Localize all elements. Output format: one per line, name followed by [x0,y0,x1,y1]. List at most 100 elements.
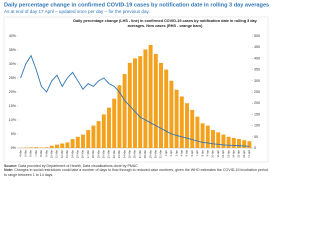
x-tick-label: 22-Mar [112,150,116,158]
bar [44,147,49,148]
x-tick-label: 27-Mar [138,150,142,158]
x-tick-label: 3-Apr [174,150,178,156]
y2-tick-label: 450 [254,45,260,49]
x-tick-label: 28-Mar [143,150,147,158]
x-tick-label: 29-Mar [148,150,152,158]
y-tick-label: 40% [9,34,17,38]
x-tick-label: 4-Apr [179,150,183,156]
x-tick-label: 24-Mar [122,150,126,158]
bar [81,134,85,148]
note-line: Note: Changes in social restrictions cou… [4,168,268,177]
y2-tick-label: 500 [254,34,260,38]
y2-tick-label: 150 [254,112,260,116]
page-title: Daily percentage change in confirmed COV… [4,2,269,8]
bar [96,121,101,148]
bar [138,56,143,148]
bar [231,137,236,148]
bar [179,96,184,148]
x-tick-label: 17-Mar [86,150,90,158]
bar [75,136,80,148]
bar [190,109,195,148]
x-tick-label: 18-Mar [91,150,95,158]
x-tick-label: 7-Mar [34,150,38,157]
x-tick-label: 6-Apr [190,150,194,156]
bar [237,139,241,148]
x-tick-label: 14-Mar [70,150,74,158]
bar [221,134,226,148]
bar [29,147,33,148]
x-tick-label: 15-Apr [237,150,241,158]
bar [164,69,169,148]
bar [174,89,179,148]
x-tick-label: 16-Mar [81,150,85,158]
bar [133,58,137,148]
y-tick-label: 30% [9,62,17,66]
bar [49,145,54,148]
x-tick-label: 13-Apr [226,150,230,158]
x-tick-label: 10-Apr [211,150,215,158]
x-tick-label: 2-Apr [169,150,173,156]
bar [117,85,122,148]
x-tick-label: 8-Mar [39,150,43,157]
y2-tick-label: 100 [254,124,260,128]
bar [153,53,158,148]
y-tick-label: 0% [11,146,17,150]
x-tick-label: 5-Apr [185,150,189,156]
bar [143,49,148,148]
y-tick-label: 35% [9,48,17,52]
y-tick-label: 10% [9,118,17,122]
x-tick-label: 17-Apr [247,150,251,158]
bar [247,141,252,148]
source: Data provided by Department of Health, D… [18,164,138,168]
x-tick-label: 9-Mar [44,150,48,157]
source-label: Source: [4,164,18,168]
x-tick-label: 14-Apr [231,150,235,158]
x-tick-label: 16-Apr [242,150,246,158]
x-tick-label: 9-Apr [205,150,209,156]
x-tick-label: 5-Mar [23,150,27,157]
bar [65,142,70,148]
x-tick-label: 1-Apr [164,150,168,156]
bar [185,103,189,148]
x-tick-label: 20-Mar [101,150,105,158]
x-tick-label: 11-Mar [55,150,59,158]
bar [148,44,153,148]
x-tick-label: 12-Mar [60,150,64,158]
bar [70,139,75,148]
note-label: Note: [4,168,14,173]
x-tick-label: 13-Mar [65,150,69,158]
x-tick-label: 6-Mar [29,150,33,157]
y2-tick-label: 400 [254,56,260,60]
y2-tick-label: 350 [254,68,260,72]
bar [55,144,59,148]
page-subtitle: As at end of day 17 April – updated once… [4,9,150,14]
bar [122,74,127,148]
x-tick-label: 10-Mar [49,150,53,158]
bar [195,116,200,148]
x-tick-label: 4-Mar [18,150,22,157]
bar [112,98,117,148]
chart-title-box: Daily percentage change (LHS - line) in … [73,19,257,28]
x-tick-label: 31-Mar [159,150,163,158]
bar [159,62,163,148]
y2-tick-label: 50 [254,135,258,139]
bar [86,130,91,148]
y-tick-label: 20% [9,90,17,94]
bar [211,130,215,148]
bar [205,125,210,148]
bar [226,136,231,148]
y-tick-label: 5% [11,132,17,136]
line [20,54,250,147]
chart-title: Daily percentage change (LHS - line) in … [73,19,257,28]
x-tick-label: 23-Mar [117,150,121,158]
x-tick-label: 12-Apr [221,150,225,158]
bar [242,140,247,148]
y2-tick-label: 250 [254,90,260,94]
x-tick-label: 21-Mar [107,150,111,158]
y2-tick-label: 0 [254,146,256,150]
x-tick-label: 15-Mar [75,150,79,158]
bar [101,114,106,148]
x-tick-label: 26-Mar [133,150,137,158]
bar [60,143,65,148]
bar [91,125,96,148]
